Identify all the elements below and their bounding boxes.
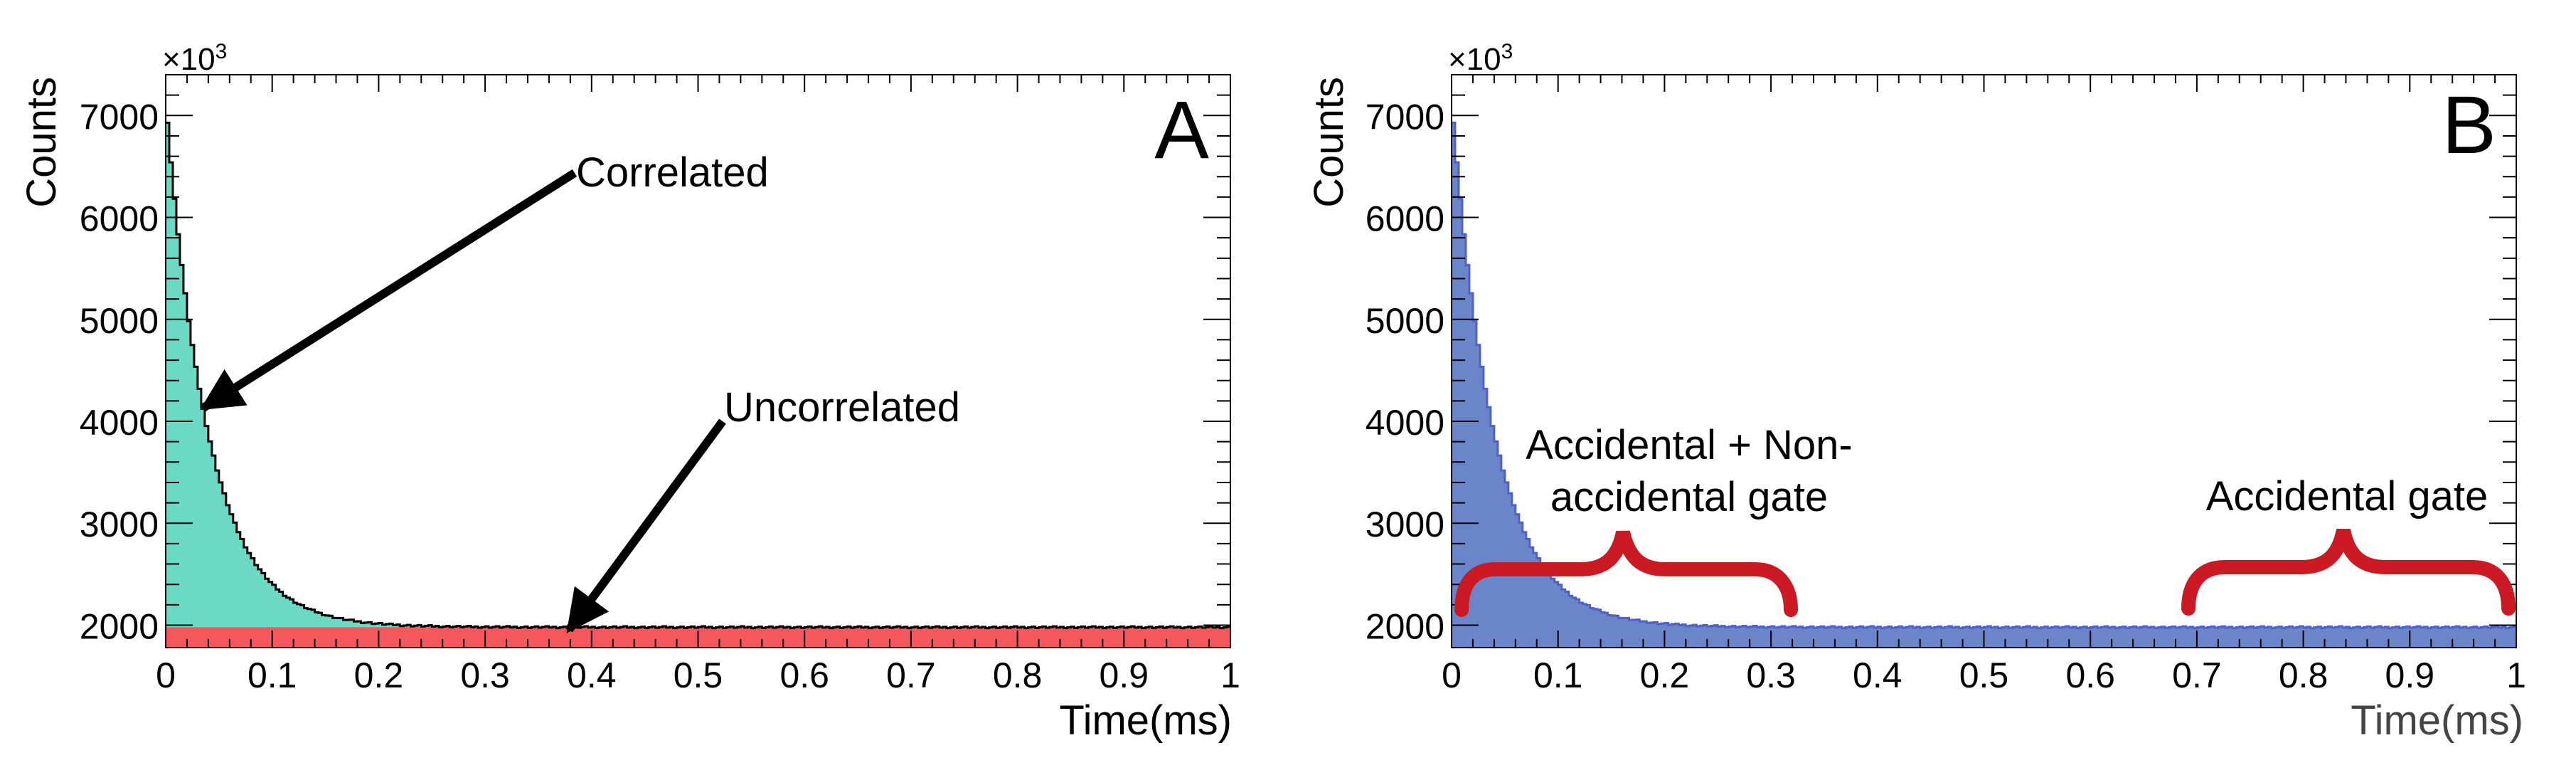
gate-brace-accidental	[2181, 528, 2516, 616]
x-tick-label: 0.4	[567, 655, 617, 695]
gate-label-accidental-nonaccidental-line2: accidental gate	[1550, 474, 1828, 520]
x-tick-label: 0.8	[993, 655, 1043, 695]
x-tick-label: 0.7	[2172, 655, 2222, 695]
y-tick-label: 6000	[1366, 199, 1444, 239]
panel-a-x-axis: 0 0.1 0.2 0.3 0.4 0.5 0.6 0.7 0.8 0.9 1	[156, 75, 1240, 695]
uncorrelated-annotation: Uncorrelated	[724, 384, 960, 431]
x-tick-label: 1	[2506, 655, 2526, 695]
a-series-fill	[166, 122, 1230, 648]
panel-a-histogram	[166, 121, 1230, 648]
y-tick-label: 6000	[80, 199, 159, 239]
panel-b-x-axis-label: Time(ms)	[2351, 697, 2523, 744]
panel-b-label: B	[2442, 80, 2496, 171]
y-tick-label: 7000	[80, 97, 159, 137]
x-tick-label: 0.9	[2385, 655, 2435, 695]
panel-a: 2000 3000 4000 5000 6000 7000 0 0.1 0.2 0.3 0.4 0.…	[18, 40, 1240, 744]
x-tick-label: 0	[156, 655, 176, 695]
x-tick-label: 1	[1220, 655, 1240, 695]
y-tick-label: 4000	[1366, 403, 1444, 443]
panel-b-histogram	[1452, 121, 2516, 648]
panel-b-y-multiplier: ×103	[1448, 40, 1513, 77]
x-tick-label: 0.4	[1853, 655, 1902, 695]
panel-a-y-multiplier: ×103	[162, 40, 227, 77]
panel-a-y-axis: 2000 3000 4000 5000 6000 7000	[80, 94, 1230, 646]
panel-b: 2000 3000 4000 5000 6000 7000 0 0.1 0.2 0.3 0.4 0.…	[1306, 40, 2526, 744]
x-tick-label: 0.2	[354, 655, 404, 695]
x-tick-label: 0.2	[1640, 655, 1690, 695]
x-tick-label: 0.6	[779, 655, 829, 695]
b-series-outline	[1452, 121, 2516, 630]
x-tick-label: 0.8	[2279, 655, 2328, 695]
gate-label-accidental: Accidental gate	[2206, 473, 2489, 520]
y-tick-label: 5000	[80, 301, 159, 341]
y-tick-label: 7000	[1366, 97, 1444, 137]
panel-a-label: A	[1154, 85, 1209, 176]
panel-b-y-axis-label: Counts	[1306, 77, 1352, 208]
x-tick-label: 0.1	[1533, 655, 1583, 695]
correlated-annotation: Correlated	[576, 149, 769, 196]
a-series-outline	[166, 121, 1230, 630]
correlated-arrow	[199, 169, 578, 412]
x-tick-label: 0.3	[460, 655, 510, 695]
y-tick-label: 3000	[80, 505, 159, 544]
y-tick-label: 2000	[80, 606, 159, 646]
gate-label-accidental-nonaccidental-line1: Accidental + Non-	[1526, 422, 1852, 468]
x-tick-label: 0.5	[1959, 655, 2009, 695]
panel-b-y-axis: 2000 3000 4000 5000 6000 7000	[1366, 94, 2516, 646]
b-series-fill	[1452, 122, 2516, 648]
y-tick-label: 3000	[1366, 505, 1444, 544]
y-tick-label: 5000	[1366, 301, 1444, 341]
x-tick-label: 0.5	[674, 655, 723, 695]
panel-b-x-axis: 0 0.1 0.2 0.3 0.4 0.5 0.6 0.7 0.8 0.9 1	[1442, 75, 2526, 695]
uncorrelated-arrow	[565, 418, 726, 633]
y-tick-label: 2000	[1366, 606, 1444, 646]
gate-brace-accidental-nonaccidental	[1454, 530, 1798, 617]
x-tick-label: 0.6	[2065, 655, 2115, 695]
panel-a-x-axis-label: Time(ms)	[1059, 697, 1232, 744]
x-tick-label: 0	[1442, 655, 1462, 695]
x-tick-label: 0.7	[886, 655, 936, 695]
panel-a-y-axis-label: Counts	[18, 77, 65, 208]
x-tick-label: 0.9	[1100, 655, 1149, 695]
y-tick-label: 4000	[80, 403, 159, 443]
x-tick-label: 0.3	[1746, 655, 1796, 695]
x-tick-label: 0.1	[248, 655, 297, 695]
